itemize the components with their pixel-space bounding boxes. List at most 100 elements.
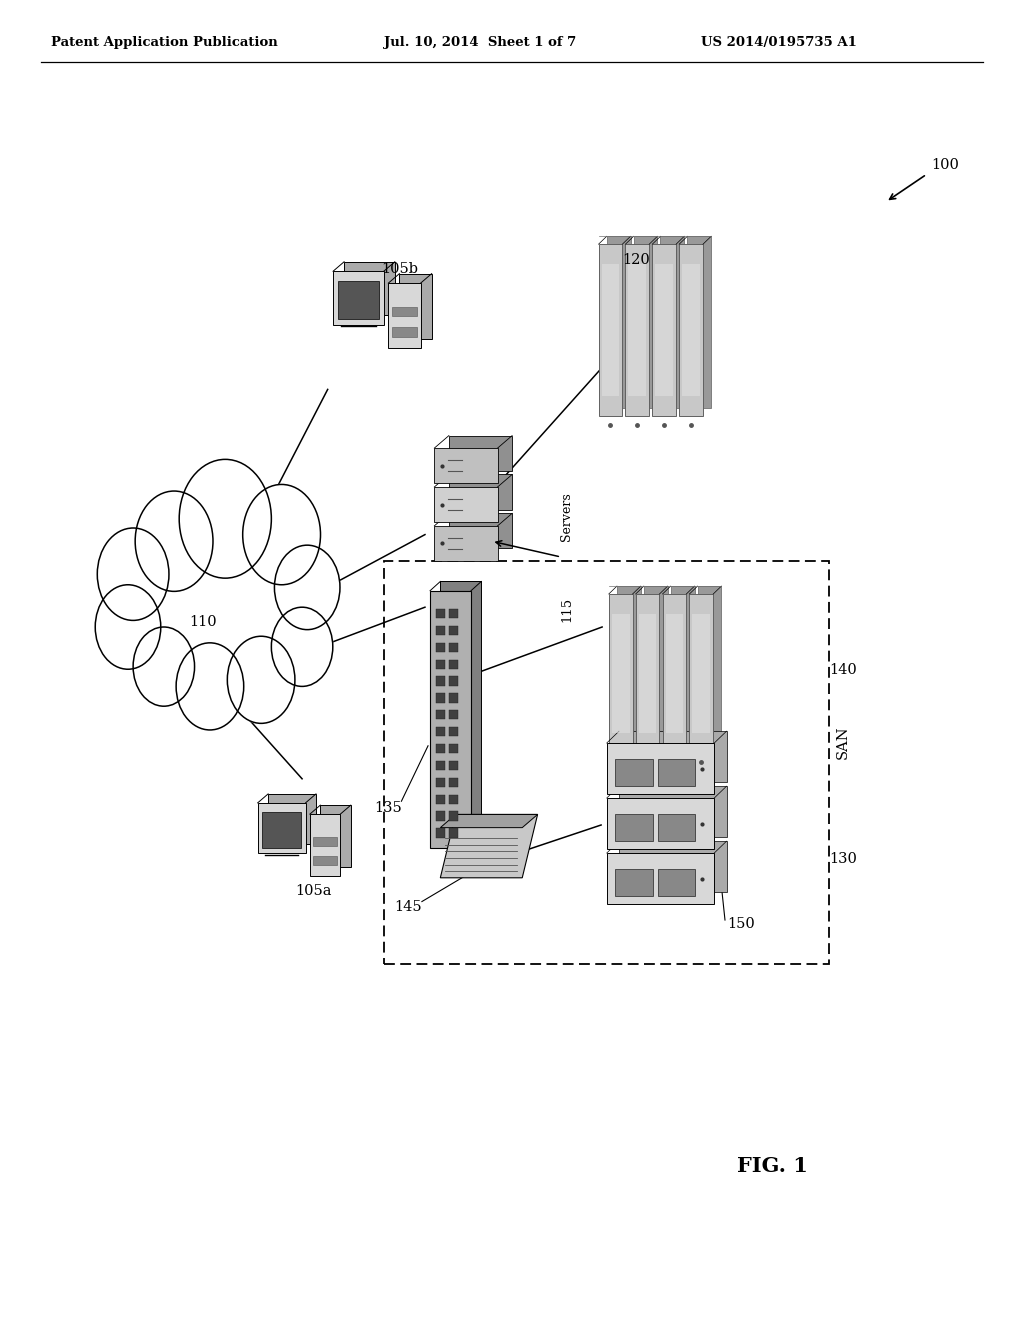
FancyBboxPatch shape — [436, 626, 445, 635]
FancyBboxPatch shape — [598, 244, 623, 416]
FancyBboxPatch shape — [616, 586, 641, 744]
FancyBboxPatch shape — [606, 743, 715, 795]
Text: Patent Application Publication: Patent Application Publication — [51, 36, 278, 49]
FancyBboxPatch shape — [449, 660, 458, 669]
Circle shape — [95, 585, 161, 669]
FancyBboxPatch shape — [449, 474, 512, 510]
FancyBboxPatch shape — [652, 244, 676, 416]
FancyBboxPatch shape — [434, 525, 498, 561]
FancyBboxPatch shape — [436, 744, 445, 754]
FancyBboxPatch shape — [663, 594, 686, 752]
FancyBboxPatch shape — [313, 855, 337, 865]
Circle shape — [274, 545, 340, 630]
FancyBboxPatch shape — [262, 812, 301, 847]
FancyBboxPatch shape — [449, 829, 458, 837]
FancyBboxPatch shape — [313, 837, 337, 846]
FancyBboxPatch shape — [268, 793, 316, 845]
FancyBboxPatch shape — [618, 787, 727, 837]
Circle shape — [152, 515, 285, 686]
Text: 105b: 105b — [381, 263, 418, 276]
FancyBboxPatch shape — [626, 244, 649, 416]
FancyBboxPatch shape — [399, 273, 432, 339]
FancyBboxPatch shape — [671, 586, 694, 744]
Text: 145: 145 — [394, 900, 422, 913]
FancyBboxPatch shape — [436, 710, 445, 719]
FancyBboxPatch shape — [310, 814, 340, 876]
FancyBboxPatch shape — [449, 513, 512, 549]
FancyBboxPatch shape — [436, 777, 445, 787]
Text: US 2014/0195735 A1: US 2014/0195735 A1 — [701, 36, 857, 49]
FancyBboxPatch shape — [614, 759, 652, 787]
FancyBboxPatch shape — [449, 609, 458, 618]
FancyBboxPatch shape — [430, 591, 471, 847]
FancyBboxPatch shape — [392, 308, 417, 317]
FancyBboxPatch shape — [608, 594, 633, 752]
FancyBboxPatch shape — [606, 853, 715, 904]
Text: 130: 130 — [828, 851, 857, 866]
Text: Jul. 10, 2014  Sheet 1 of 7: Jul. 10, 2014 Sheet 1 of 7 — [384, 36, 577, 49]
Text: 120: 120 — [623, 253, 650, 267]
Text: SAN: SAN — [836, 726, 850, 759]
FancyBboxPatch shape — [449, 710, 458, 719]
Circle shape — [176, 643, 244, 730]
FancyBboxPatch shape — [692, 614, 711, 733]
Text: Servers: Servers — [560, 492, 573, 541]
FancyBboxPatch shape — [449, 812, 458, 821]
FancyBboxPatch shape — [449, 693, 458, 702]
Text: 100: 100 — [931, 158, 958, 172]
FancyBboxPatch shape — [344, 261, 395, 315]
FancyBboxPatch shape — [614, 813, 652, 841]
FancyBboxPatch shape — [606, 236, 631, 408]
FancyBboxPatch shape — [697, 586, 721, 744]
FancyBboxPatch shape — [666, 614, 683, 733]
FancyBboxPatch shape — [687, 236, 711, 408]
FancyBboxPatch shape — [449, 744, 458, 754]
FancyBboxPatch shape — [614, 869, 652, 896]
FancyBboxPatch shape — [679, 244, 702, 416]
FancyBboxPatch shape — [436, 727, 445, 737]
Circle shape — [135, 491, 213, 591]
FancyBboxPatch shape — [689, 594, 713, 752]
FancyBboxPatch shape — [618, 731, 727, 783]
Circle shape — [271, 607, 333, 686]
FancyBboxPatch shape — [657, 759, 695, 787]
FancyBboxPatch shape — [436, 795, 445, 804]
FancyBboxPatch shape — [634, 236, 657, 408]
FancyBboxPatch shape — [436, 609, 445, 618]
FancyBboxPatch shape — [602, 264, 620, 396]
FancyBboxPatch shape — [449, 436, 512, 471]
FancyBboxPatch shape — [449, 777, 458, 787]
FancyBboxPatch shape — [434, 449, 498, 483]
FancyBboxPatch shape — [392, 327, 417, 337]
FancyBboxPatch shape — [682, 264, 700, 396]
FancyBboxPatch shape — [434, 487, 498, 523]
FancyBboxPatch shape — [436, 643, 445, 652]
FancyBboxPatch shape — [449, 795, 458, 804]
Circle shape — [243, 484, 321, 585]
FancyBboxPatch shape — [436, 812, 445, 821]
Text: 140: 140 — [828, 663, 857, 677]
FancyBboxPatch shape — [636, 594, 659, 752]
FancyBboxPatch shape — [449, 643, 458, 652]
FancyBboxPatch shape — [639, 614, 656, 733]
Text: FIG. 1: FIG. 1 — [737, 1156, 808, 1176]
FancyBboxPatch shape — [449, 626, 458, 635]
Circle shape — [227, 636, 295, 723]
FancyBboxPatch shape — [449, 727, 458, 737]
Polygon shape — [440, 814, 538, 828]
FancyBboxPatch shape — [660, 236, 684, 408]
FancyBboxPatch shape — [436, 760, 445, 770]
FancyBboxPatch shape — [388, 284, 421, 348]
Circle shape — [133, 627, 195, 706]
Text: 150: 150 — [727, 917, 755, 931]
FancyBboxPatch shape — [612, 614, 630, 733]
Text: 115: 115 — [560, 597, 573, 622]
Text: 110: 110 — [189, 615, 217, 628]
Circle shape — [179, 459, 271, 578]
Polygon shape — [440, 814, 538, 878]
FancyBboxPatch shape — [321, 805, 351, 867]
FancyBboxPatch shape — [436, 693, 445, 702]
Text: 135: 135 — [374, 801, 401, 814]
FancyBboxPatch shape — [436, 660, 445, 669]
Circle shape — [97, 528, 169, 620]
